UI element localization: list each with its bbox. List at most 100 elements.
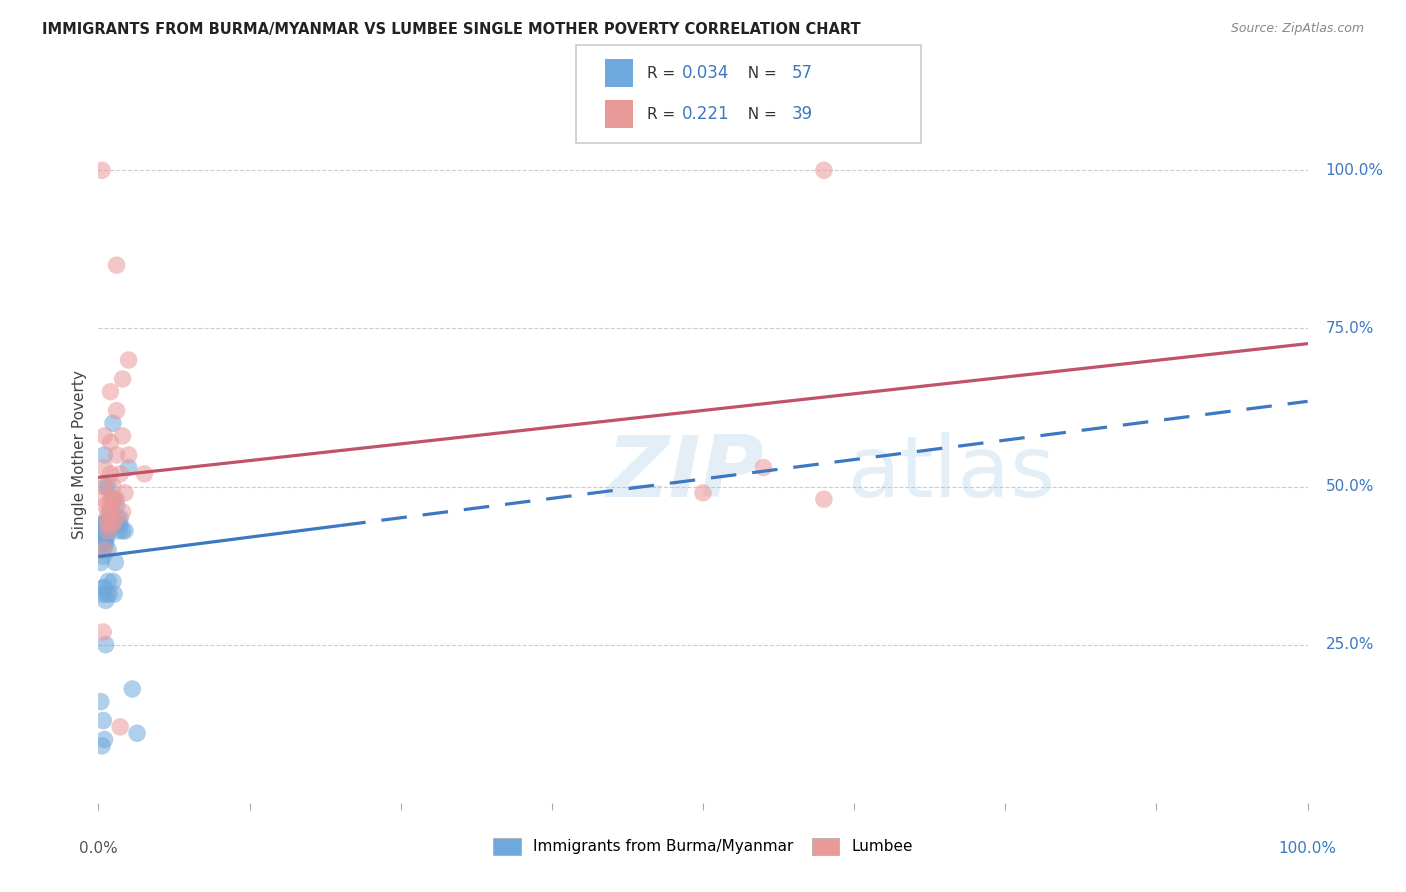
Text: Source: ZipAtlas.com: Source: ZipAtlas.com [1230,22,1364,36]
Point [127,726,149,740]
Point [100,505,122,519]
Point [134,467,156,481]
Point [100,511,122,525]
Point [100,505,122,519]
Point [98,587,121,601]
Point [93,448,115,462]
Point [100,467,122,481]
Point [96,587,118,601]
Point [100,435,122,450]
Text: 57: 57 [792,64,813,82]
Point [100,505,122,519]
Point [111,429,134,443]
Text: 25.0%: 25.0% [1326,637,1374,652]
Point [114,486,136,500]
Point [105,517,128,532]
Point [101,517,124,532]
Point [91,530,114,544]
Point [96,517,118,532]
Text: IMMIGRANTS FROM BURMA/MYANMAR VS LUMBEE SINGLE MOTHER POVERTY CORRELATION CHART: IMMIGRANTS FROM BURMA/MYANMAR VS LUMBEE … [42,22,860,37]
Point [96,511,118,525]
Point [111,372,134,386]
Point [94,536,117,550]
Point [118,460,141,475]
Point [94,593,117,607]
Point [93,429,115,443]
Point [97,542,120,557]
Text: N =: N = [738,66,782,80]
Point [108,467,131,481]
Point [100,499,122,513]
Point [101,417,124,431]
Point [97,479,120,493]
Point [91,587,114,601]
Point [89,517,111,532]
Point [93,581,115,595]
Point [94,638,117,652]
Point [752,460,775,475]
Point [97,574,120,589]
Text: 0.221: 0.221 [682,105,730,123]
Point [101,574,124,589]
Point [108,524,131,538]
Point [90,695,112,709]
Point [91,530,114,544]
Text: 50.0%: 50.0% [1326,479,1374,494]
Point [103,492,125,507]
Point [97,517,120,532]
Point [100,492,122,507]
Point [91,714,114,728]
Point [94,499,117,513]
Point [90,556,112,570]
Point [105,499,128,513]
Point [813,492,835,507]
Point [93,517,115,532]
Point [94,530,117,544]
Point [108,511,131,525]
Point [105,511,128,525]
Point [101,492,124,507]
Point [93,542,115,557]
Text: R =: R = [647,107,681,121]
Text: R =: R = [647,66,681,80]
Point [105,258,128,272]
Point [105,492,128,507]
Point [111,524,134,538]
Point [118,353,141,368]
Point [93,536,115,550]
Text: 0.034: 0.034 [682,64,730,82]
Point [91,625,114,640]
Point [103,587,125,601]
Point [97,524,120,538]
Point [98,511,121,525]
Point [108,720,131,734]
Point [111,505,134,519]
Point [98,517,121,532]
Point [105,403,128,417]
Point [692,486,714,500]
Point [104,556,127,570]
Point [96,530,118,544]
Point [93,460,115,475]
Text: atlas: atlas [848,433,1056,516]
Point [108,517,131,532]
Text: N =: N = [738,107,782,121]
Text: 39: 39 [792,105,813,123]
Legend: Immigrants from Burma/Myanmar, Lumbee: Immigrants from Burma/Myanmar, Lumbee [486,831,920,862]
Point [114,524,136,538]
Text: 100.0%: 100.0% [1326,163,1384,178]
Text: ZIP: ZIP [606,433,763,516]
Point [97,505,120,519]
Point [100,384,122,399]
Point [100,517,122,532]
Text: 100.0%: 100.0% [1278,841,1337,855]
Point [91,479,114,493]
Point [813,163,835,178]
Point [90,517,112,532]
Point [93,732,115,747]
Point [91,581,114,595]
Point [105,448,128,462]
Point [101,479,124,493]
Point [100,505,122,519]
Text: 75.0%: 75.0% [1326,321,1374,336]
